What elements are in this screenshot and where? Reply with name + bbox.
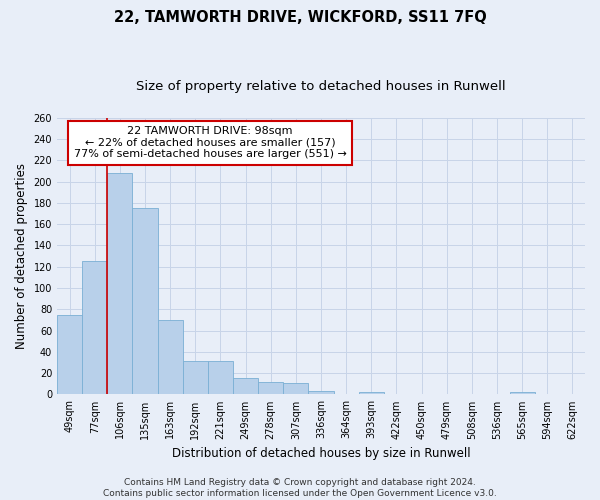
Bar (208, 362, 233, 394)
Bar (509, 392, 535, 394)
Bar (158, 320, 183, 394)
Bar (107, 173, 133, 394)
Y-axis label: Number of detached properties: Number of detached properties (15, 163, 28, 349)
Text: 22 TAMWORTH DRIVE: 98sqm
← 22% of detached houses are smaller (157)
77% of semi-: 22 TAMWORTH DRIVE: 98sqm ← 22% of detach… (74, 126, 347, 160)
Bar (133, 208, 158, 394)
Bar (57, 314, 82, 394)
Text: Contains HM Land Registry data © Crown copyright and database right 2024.
Contai: Contains HM Land Registry data © Crown c… (103, 478, 497, 498)
Bar (258, 382, 283, 394)
Bar (283, 382, 308, 394)
Text: 22, TAMWORTH DRIVE, WICKFORD, SS11 7FQ: 22, TAMWORTH DRIVE, WICKFORD, SS11 7FQ (113, 10, 487, 25)
Title: Size of property relative to detached houses in Runwell: Size of property relative to detached ho… (136, 80, 506, 93)
Bar (183, 362, 208, 394)
Bar (82, 262, 107, 394)
X-axis label: Distribution of detached houses by size in Runwell: Distribution of detached houses by size … (172, 447, 470, 460)
Bar (233, 378, 258, 394)
Bar (308, 391, 334, 394)
Bar (359, 392, 384, 394)
